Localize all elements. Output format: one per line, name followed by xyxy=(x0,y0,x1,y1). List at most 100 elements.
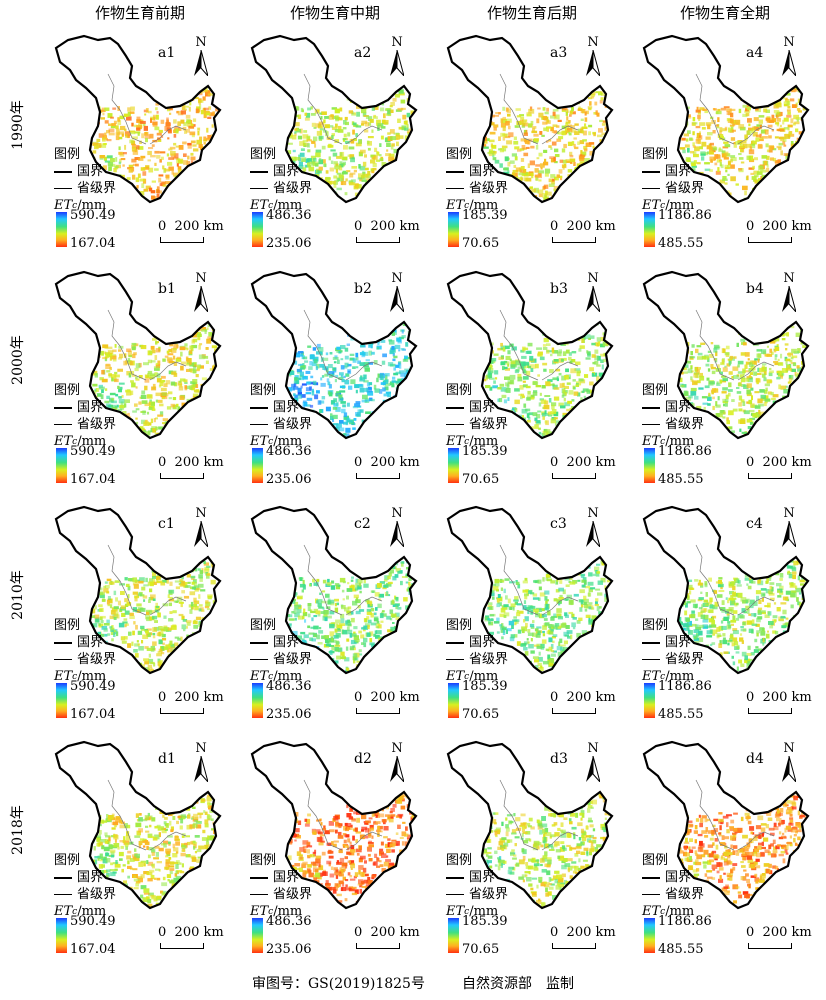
scale-label: 0 200 km xyxy=(746,690,812,705)
north-label: N xyxy=(391,506,403,521)
legend-unit: ET c/mm xyxy=(54,903,107,919)
region-map xyxy=(446,270,614,440)
legend-min-value: 235.06 xyxy=(266,236,312,251)
provincial-border xyxy=(541,361,579,381)
national-border xyxy=(54,270,222,440)
color-ramp xyxy=(252,212,263,247)
legend-provincial-border: 省级界 xyxy=(54,886,116,903)
scale-label: 0 200 km xyxy=(746,925,812,940)
north-arrow-icon: N xyxy=(190,272,212,316)
color-ramp xyxy=(644,448,655,483)
region-map xyxy=(446,34,614,204)
legend-max-value: 590.49 xyxy=(70,679,116,694)
north-label: N xyxy=(195,741,207,756)
legend-unit: ET c/mm xyxy=(250,197,303,213)
legend-max-value: 486.36 xyxy=(266,444,312,459)
scale-label: 0 200 km xyxy=(354,219,420,234)
scale-label: 0 200 km xyxy=(158,219,224,234)
legend-national-border: 国界 xyxy=(446,399,508,416)
legend-national-border: 国界 xyxy=(250,163,312,180)
provincial-border xyxy=(541,596,579,616)
legend-min-value: 485.55 xyxy=(658,236,704,251)
legend-max-value: 185.39 xyxy=(462,444,508,459)
provincial-border xyxy=(303,309,343,381)
panel-label: c3 xyxy=(550,516,567,532)
legend-max-value: 486.36 xyxy=(266,208,312,223)
legend-max-value: 1186.86 xyxy=(658,679,712,694)
supervisor-note: 自然资源部 监制 xyxy=(462,976,574,992)
column-title-2: 作物生育中期 xyxy=(289,4,380,22)
color-ramp xyxy=(448,683,459,718)
legend-max-value: 1186.86 xyxy=(658,914,712,929)
legend-provincial-border: 省级界 xyxy=(446,886,508,903)
panel-label: d3 xyxy=(550,751,568,767)
legend-title: 图例 xyxy=(54,617,81,633)
legend-min-value: 235.06 xyxy=(266,707,312,722)
map-panel-d1: d1 N 图例 国界 省级界 ET c/mm 590.49 167.04 0 200 km xyxy=(50,732,246,968)
scale-label: 0 200 km xyxy=(158,455,224,470)
legend-national-border: 国界 xyxy=(54,399,116,416)
legend-provincial-border: 省级界 xyxy=(250,180,312,197)
arrow-icon xyxy=(390,49,405,77)
map-panel-a2: a2 N 图例 国界 省级界 ET c/mm 486.36 235.06 0 200 km xyxy=(246,26,442,262)
review-number: 审图号：GS(2019)1825号 xyxy=(252,976,425,992)
provincial-border xyxy=(541,125,579,145)
panel-label: b2 xyxy=(354,281,372,297)
provincial-border xyxy=(499,544,539,616)
legend-unit: ET c/mm xyxy=(642,197,695,213)
legend: 图例 国界 省级界 ET c/mm xyxy=(446,146,508,214)
panel-label: b1 xyxy=(158,281,176,297)
national-border xyxy=(250,740,418,910)
north-label: N xyxy=(783,741,795,756)
column-title-3: 作物生育后期 xyxy=(486,4,577,22)
row-label-c: 2010年 xyxy=(10,570,26,620)
panel-label: d1 xyxy=(158,751,176,767)
legend-provincial-border: 省级界 xyxy=(446,180,508,197)
scale-bar xyxy=(160,708,204,714)
legend-national-border: 国界 xyxy=(250,869,312,886)
national-border xyxy=(446,740,614,910)
provincial-border xyxy=(303,73,343,145)
provincial-border xyxy=(149,361,187,381)
provincial-border xyxy=(695,779,735,851)
region-map xyxy=(250,34,418,204)
north-label: N xyxy=(195,35,207,50)
scale-label: 0 200 km xyxy=(550,219,616,234)
panel-label: c1 xyxy=(158,516,175,532)
legend-unit: ET c/mm xyxy=(642,433,695,449)
legend-unit: ET c/mm xyxy=(642,903,695,919)
map-panel-a4: a4 N 图例 国界 省级界 ET c/mm 1186.86 485.55 0 200 km xyxy=(638,26,826,262)
provincial-border xyxy=(499,779,539,851)
panel-label: d2 xyxy=(354,751,372,767)
north-label: N xyxy=(783,35,795,50)
provincial-border xyxy=(107,779,147,851)
provincial-border xyxy=(695,544,735,616)
provincial-border xyxy=(695,73,735,145)
legend-title: 图例 xyxy=(250,617,277,633)
scale-bar xyxy=(356,237,400,243)
map-panel-b1: b1 N 图例 国界 省级界 ET c/mm 590.49 167.04 0 200 km xyxy=(50,262,246,498)
legend-provincial-border: 省级界 xyxy=(446,651,508,668)
legend: 图例 国界 省级界 ET c/mm xyxy=(54,146,116,214)
arrow-icon xyxy=(194,520,209,548)
panel-label: a2 xyxy=(354,45,372,61)
north-arrow-icon: N xyxy=(582,742,604,786)
national-border xyxy=(446,34,614,204)
scale-bar xyxy=(356,708,400,714)
north-label: N xyxy=(587,271,599,286)
legend-national-border: 国界 xyxy=(250,634,312,651)
map-panel-b2: b2 N 图例 国界 省级界 ET c/mm 486.36 235.06 0 200 km xyxy=(246,262,442,498)
legend-max-value: 590.49 xyxy=(70,208,116,223)
national-border xyxy=(446,270,614,440)
scale-bar xyxy=(552,237,596,243)
north-arrow-icon: N xyxy=(778,742,800,786)
north-arrow-icon: N xyxy=(582,507,604,551)
row-label-d: 2018年 xyxy=(10,805,26,855)
legend-min-value: 235.06 xyxy=(266,472,312,487)
north-arrow-icon: N xyxy=(778,272,800,316)
legend-provincial-border: 省级界 xyxy=(642,180,704,197)
legend-title: 图例 xyxy=(446,852,473,868)
north-arrow-icon: N xyxy=(190,507,212,551)
legend-unit: ET c/mm xyxy=(250,433,303,449)
legend-unit: ET c/mm xyxy=(446,197,499,213)
